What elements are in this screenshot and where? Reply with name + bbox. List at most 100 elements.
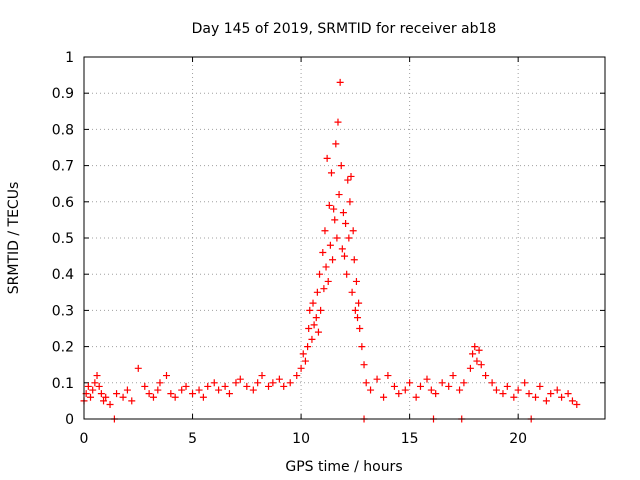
data-point [316,270,324,278]
data-point [553,386,561,394]
data-point [423,375,431,383]
data-point [221,382,229,390]
data-point [119,393,127,401]
data-point [323,154,331,162]
data-point [141,382,149,390]
data-point [236,375,244,383]
data-point [344,176,352,184]
data-point [349,227,357,235]
data-point [525,390,533,398]
data-point [380,393,388,401]
data-point [210,379,218,387]
data-point [317,306,325,314]
data-point [427,386,435,394]
data-point [265,382,273,390]
data-point [338,245,346,253]
data-point [280,382,288,390]
data-point [308,335,316,343]
data-point [297,364,305,372]
data-point [337,162,345,170]
data-point [336,78,344,86]
y-tick-label: 0 [65,412,74,428]
data-point [333,234,341,242]
x-tick-label: 15 [401,431,419,447]
data-point [321,227,329,235]
data-point [258,372,266,380]
data-point [356,325,364,332]
x-tick-label: 10 [292,431,310,447]
data-point [477,361,485,369]
data-point [416,382,424,390]
data-point [106,401,114,409]
data-point [412,393,420,401]
y-tick-label: 0.5 [52,231,74,247]
data-point [89,386,97,394]
data-point [499,390,507,398]
data-point [93,372,101,380]
data-point [354,314,362,322]
x-tick-label: 0 [80,431,89,447]
data-point [514,386,522,394]
y-tick-label: 0.2 [52,340,74,356]
data-point [360,361,368,369]
x-axis-label: GPS time / hours [285,459,402,475]
data-point [309,299,317,307]
data-point [322,263,330,271]
data-point [329,256,337,264]
data-point [113,390,121,398]
grid [83,56,605,420]
data-point [532,393,540,401]
data-point [373,375,381,383]
x-tick-label: 20 [509,431,527,447]
data-point [406,379,414,387]
data-point [367,386,375,394]
data-point [573,401,581,409]
y-tick-label: 0.7 [52,159,74,175]
data-point [319,248,327,256]
data-point [225,390,233,398]
data-point [299,350,307,358]
data-point [254,379,262,387]
data-point [358,343,366,351]
y-tick-label: 0.1 [52,376,74,392]
data-point [275,375,283,383]
data-point [162,372,170,380]
data-point [149,393,157,401]
data-point [182,382,190,390]
data-point [232,379,240,387]
data-point [195,386,203,394]
data-point [87,393,95,401]
data-point [332,140,340,148]
data-point [341,252,348,260]
data-point [471,343,479,351]
data-point [304,343,312,351]
data-point [154,386,162,394]
tick-labels: 00.10.20.30.40.50.60.70.80.910 5 10 15 20 [52,50,527,447]
data-point [204,382,212,390]
data-point [352,277,360,285]
data-point [438,379,446,387]
data-point [100,397,108,405]
data-point [503,382,511,390]
data-point [564,390,572,398]
data-point [331,216,339,224]
data-point [324,277,332,285]
data-point [395,390,403,398]
data-point [123,386,131,394]
data-point [314,328,322,336]
data-point [310,321,318,329]
data-point [343,270,351,278]
data-point [347,172,355,180]
data-point [95,382,103,390]
data-point [339,209,347,217]
data-point [558,393,566,401]
data-point [215,386,223,394]
data-points [80,78,581,423]
data-point [351,306,359,314]
data-point [547,390,555,398]
data-point [568,397,576,405]
data-point [473,357,481,365]
x-tick-label: 5 [188,431,197,447]
data-point [327,169,335,177]
